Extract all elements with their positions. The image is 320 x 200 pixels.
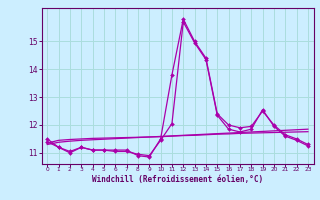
X-axis label: Windchill (Refroidissement éolien,°C): Windchill (Refroidissement éolien,°C)	[92, 175, 263, 184]
